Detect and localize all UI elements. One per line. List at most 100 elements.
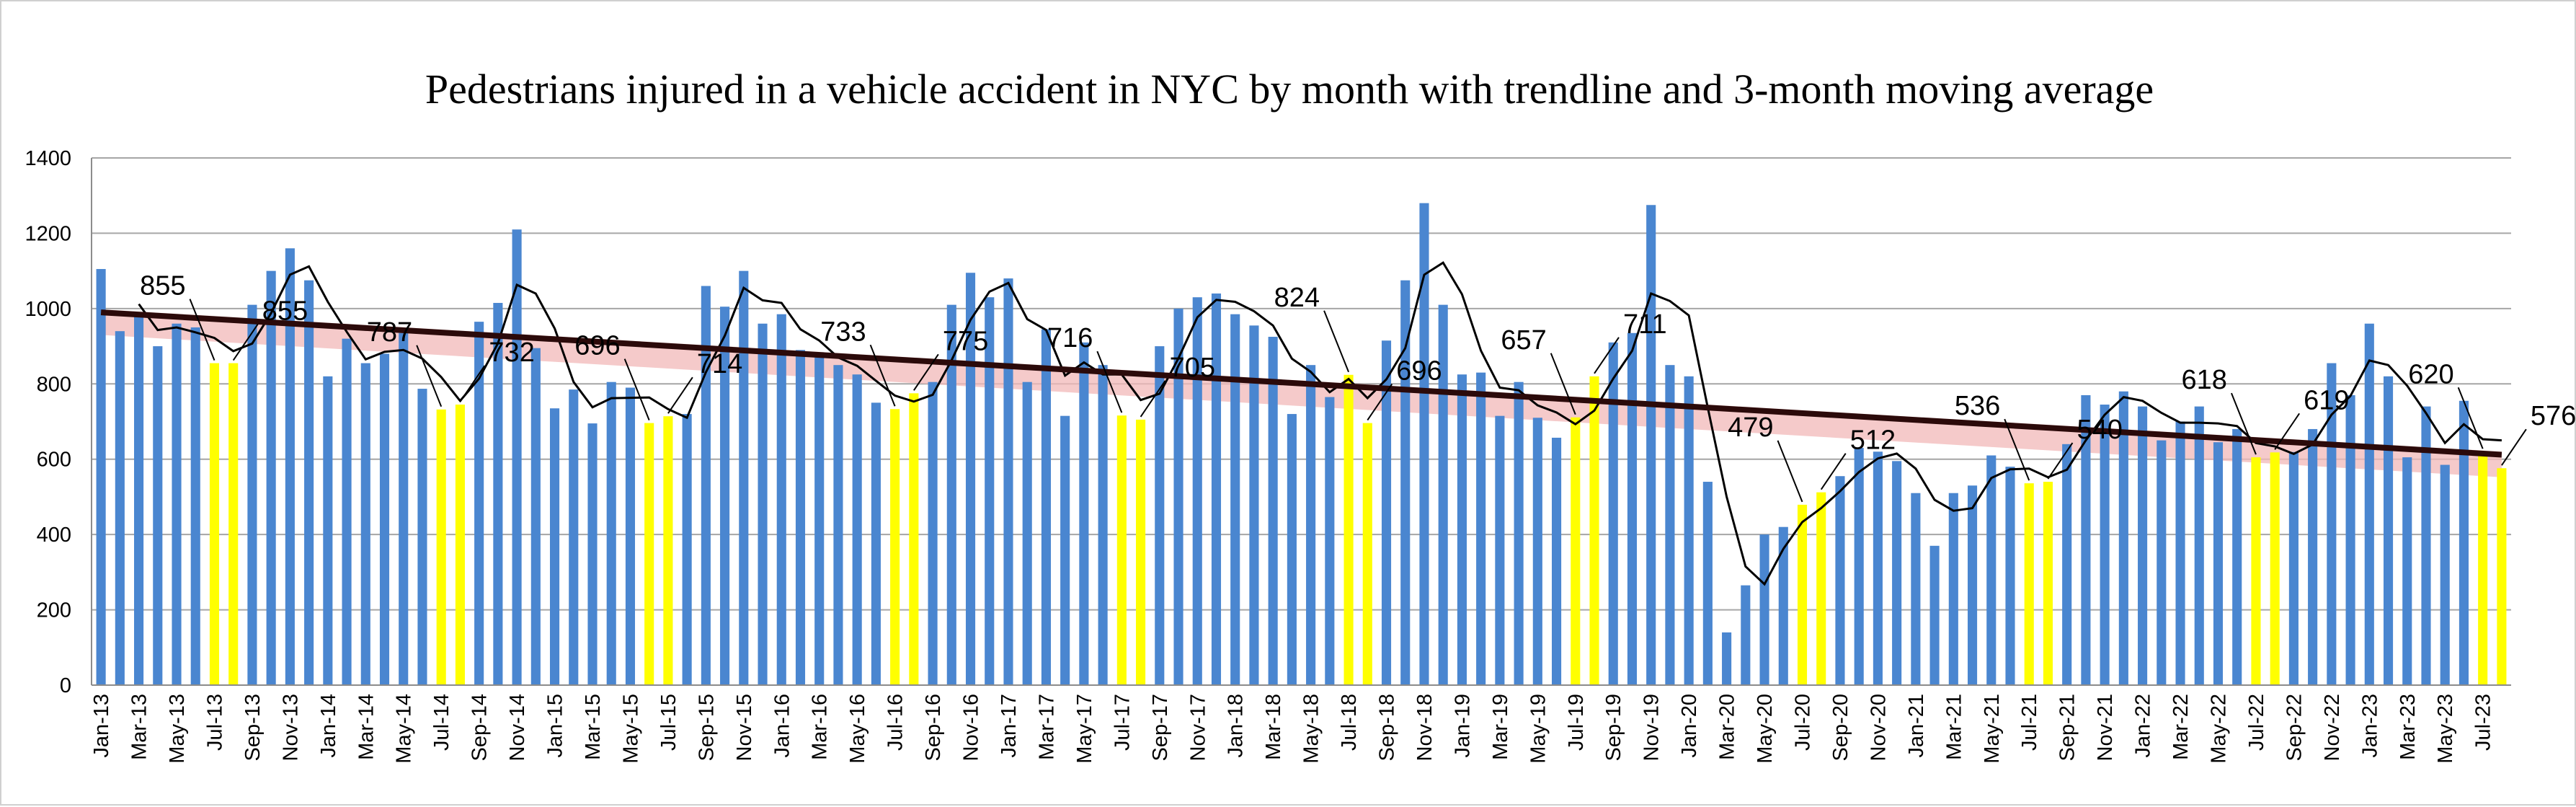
- x-tick-label: Sep-15: [695, 694, 718, 762]
- bar: [266, 270, 276, 686]
- bar: [2270, 452, 2280, 685]
- bar: [285, 248, 295, 685]
- bar: [153, 346, 163, 685]
- data-label: 824: [1274, 283, 1320, 313]
- bar: [2251, 457, 2261, 685]
- bar: [1929, 545, 1940, 685]
- bar: [1173, 308, 1183, 685]
- bar: [1948, 493, 1958, 685]
- x-tick-label: Nov-15: [733, 694, 756, 762]
- bar: [2157, 440, 2167, 685]
- bar: [758, 323, 768, 685]
- x-tick-label: May-17: [1073, 694, 1096, 764]
- bar: [928, 382, 938, 685]
- bar: [530, 348, 541, 685]
- data-label: 696: [574, 331, 620, 361]
- x-tick-label: Mar-20: [1716, 694, 1739, 760]
- data-label-leader: [2274, 413, 2300, 450]
- x-tick-label: Jul-21: [2018, 694, 2041, 751]
- x-tick-label: Mar-23: [2397, 694, 2420, 760]
- x-tick-label: Nov-14: [506, 694, 529, 762]
- x-tick-label: Jan-13: [90, 694, 113, 758]
- bar: [1665, 365, 1675, 685]
- data-label: 787: [367, 317, 412, 348]
- data-label: 716: [1047, 323, 1093, 353]
- bar: [1306, 365, 1316, 685]
- data-label-leader: [2047, 442, 2074, 480]
- data-label: 855: [262, 296, 308, 327]
- bar: [190, 327, 200, 685]
- bar: [1835, 476, 1845, 685]
- x-tick-label: Jan-19: [1451, 694, 1474, 758]
- x-tick-label: May-18: [1300, 694, 1323, 764]
- bar: [606, 382, 616, 685]
- bar: [323, 376, 333, 685]
- data-label: 512: [1850, 425, 1896, 456]
- bar: [1532, 418, 1542, 685]
- data-label-leader: [189, 299, 216, 361]
- bar: [644, 423, 654, 685]
- x-tick-label: Sep-16: [922, 694, 945, 762]
- bar: [512, 229, 522, 685]
- bar: [549, 408, 560, 685]
- x-tick-label: Jul-18: [1338, 694, 1361, 751]
- bar: [833, 365, 843, 685]
- x-tick-label: May-13: [166, 694, 189, 764]
- bar: [1211, 293, 1222, 685]
- bar: [2308, 428, 2318, 685]
- data-label: 705: [1170, 353, 1215, 383]
- bar: [1192, 297, 1202, 685]
- bar: [1986, 455, 1997, 685]
- bar: [1552, 437, 1562, 685]
- data-label-leader: [232, 324, 259, 361]
- bar: [96, 269, 106, 686]
- bar: [2024, 483, 2034, 685]
- data-label-leader: [1323, 310, 1349, 373]
- x-tick-label: Jul-22: [2245, 694, 2268, 751]
- x-tick-label: May-22: [2207, 694, 2230, 764]
- bar: [379, 353, 390, 685]
- data-label: 732: [489, 338, 534, 368]
- bar: [493, 303, 503, 685]
- x-tick-label: Jan-18: [1225, 694, 1248, 758]
- bar: [2062, 444, 2072, 685]
- bar: [2288, 451, 2299, 685]
- bar: [720, 307, 730, 685]
- bar: [1778, 526, 1788, 685]
- data-label-leader: [1777, 440, 1803, 503]
- data-label: 733: [820, 317, 866, 347]
- x-tick-label: Jul-15: [657, 694, 680, 751]
- bar: [852, 374, 862, 685]
- y-tick-label: 800: [37, 373, 71, 396]
- x-tick-label: Jul-19: [1565, 694, 1588, 751]
- bar: [739, 270, 749, 686]
- bar: [1514, 382, 1524, 685]
- x-tick-label: Sep-22: [2283, 694, 2306, 762]
- data-label-leader: [1820, 453, 1847, 490]
- x-tick-label: Jan-15: [544, 694, 567, 758]
- x-tick-label: May-16: [846, 694, 869, 764]
- bar: [776, 314, 786, 685]
- bar: [134, 312, 144, 685]
- x-tick-label: Mar-21: [1942, 694, 1966, 760]
- bar: [1702, 482, 1713, 685]
- bar: [1608, 342, 1618, 685]
- bar: [625, 387, 636, 685]
- trendline: [100, 309, 2502, 458]
- x-tick-label: May-20: [1754, 694, 1777, 764]
- x-tick-label: Nov-17: [1186, 694, 1209, 762]
- x-tick-label: Nov-13: [279, 694, 302, 762]
- x-tick-label: Sep-13: [241, 694, 265, 762]
- data-label-leader: [1096, 350, 1123, 413]
- bar: [1230, 314, 1240, 685]
- bar: [2421, 406, 2431, 685]
- bar: [1041, 329, 1051, 685]
- bar: [1400, 280, 1411, 686]
- lines: [100, 261, 2502, 586]
- y-tick-label: 200: [37, 599, 71, 622]
- bar: [2081, 394, 2091, 685]
- bar: [946, 304, 956, 685]
- bar: [1381, 340, 1392, 685]
